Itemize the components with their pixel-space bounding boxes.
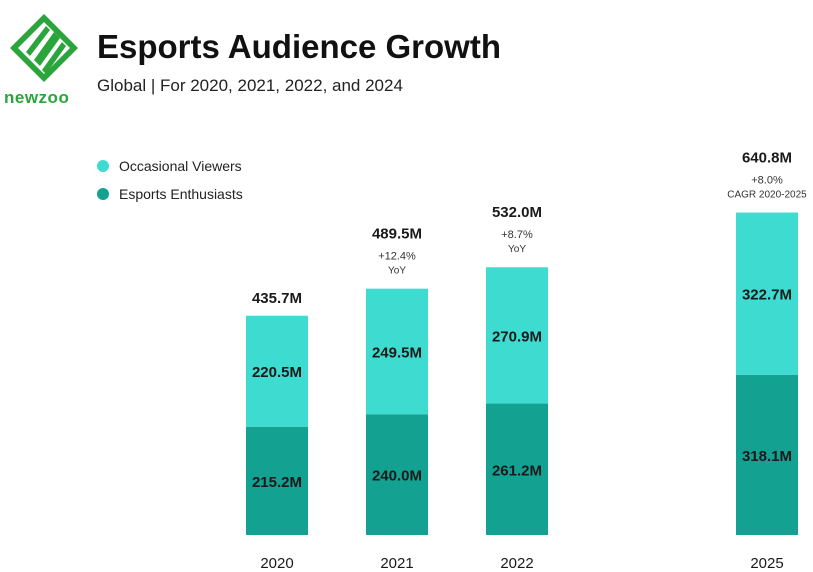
x-tick-label-2020: 2020 [260,555,293,572]
data-label-occasional-2020: 220.5M [252,364,302,381]
bar-enthusiasts-2022 [486,403,548,535]
legend: Occasional Viewers Esports Enthusiasts [97,152,243,208]
total-label-2025: 640.8M [742,150,792,167]
bar-occasional-2020 [246,315,308,427]
bar-enthusiasts-2021 [366,414,428,535]
growth-note-2022: YoY [508,244,526,255]
chart-subtitle: Global | For 2020, 2021, 2022, and 2024 [97,76,403,95]
legend-label-enthusiasts: Esports Enthusiasts [119,186,243,202]
bar-occasional-2021 [366,288,428,415]
legend-swatch-enthusiasts [97,188,109,200]
total-label-2021: 489.5M [372,226,422,243]
newzoo-logo-icon [10,14,78,82]
legend-item-enthusiasts: Esports Enthusiasts [97,180,243,208]
x-tick-label-2025: 2025 [750,555,783,572]
total-label-2020: 435.7M [252,290,302,307]
growth-note-2025: CAGR 2020-2025 [727,190,807,201]
legend-swatch-occasional [97,160,109,172]
data-label-occasional-2021: 249.5M [372,344,422,361]
growth-note-2021: YoY [388,266,406,277]
data-label-enthusiasts-2021: 240.0M [372,468,422,485]
x-tick-label-2021: 2021 [380,555,413,572]
chart-title: Esports Audience Growth [97,28,501,65]
bar-enthusiasts-2025 [736,374,798,535]
legend-label-occasional: Occasional Viewers [119,158,242,174]
x-tick-label-2022: 2022 [500,555,533,572]
bar-occasional-2025 [736,212,798,375]
growth-label-2021: +12.4% [378,251,416,263]
legend-item-occasional: Occasional Viewers [97,152,243,180]
data-label-enthusiasts-2025: 318.1M [742,448,792,465]
growth-label-2025: +8.0% [751,175,783,187]
data-label-occasional-2025: 322.7M [742,287,792,304]
total-label-2022: 532.0M [492,204,542,221]
data-label-occasional-2022: 270.9M [492,328,542,345]
data-label-enthusiasts-2022: 261.2M [492,462,542,479]
bar-enthusiasts-2020 [246,426,308,535]
growth-label-2022: +8.7% [501,229,533,241]
data-label-enthusiasts-2020: 215.2M [252,474,302,491]
bar-occasional-2022 [486,267,548,404]
logo-wordmark: newzoo [4,88,70,107]
